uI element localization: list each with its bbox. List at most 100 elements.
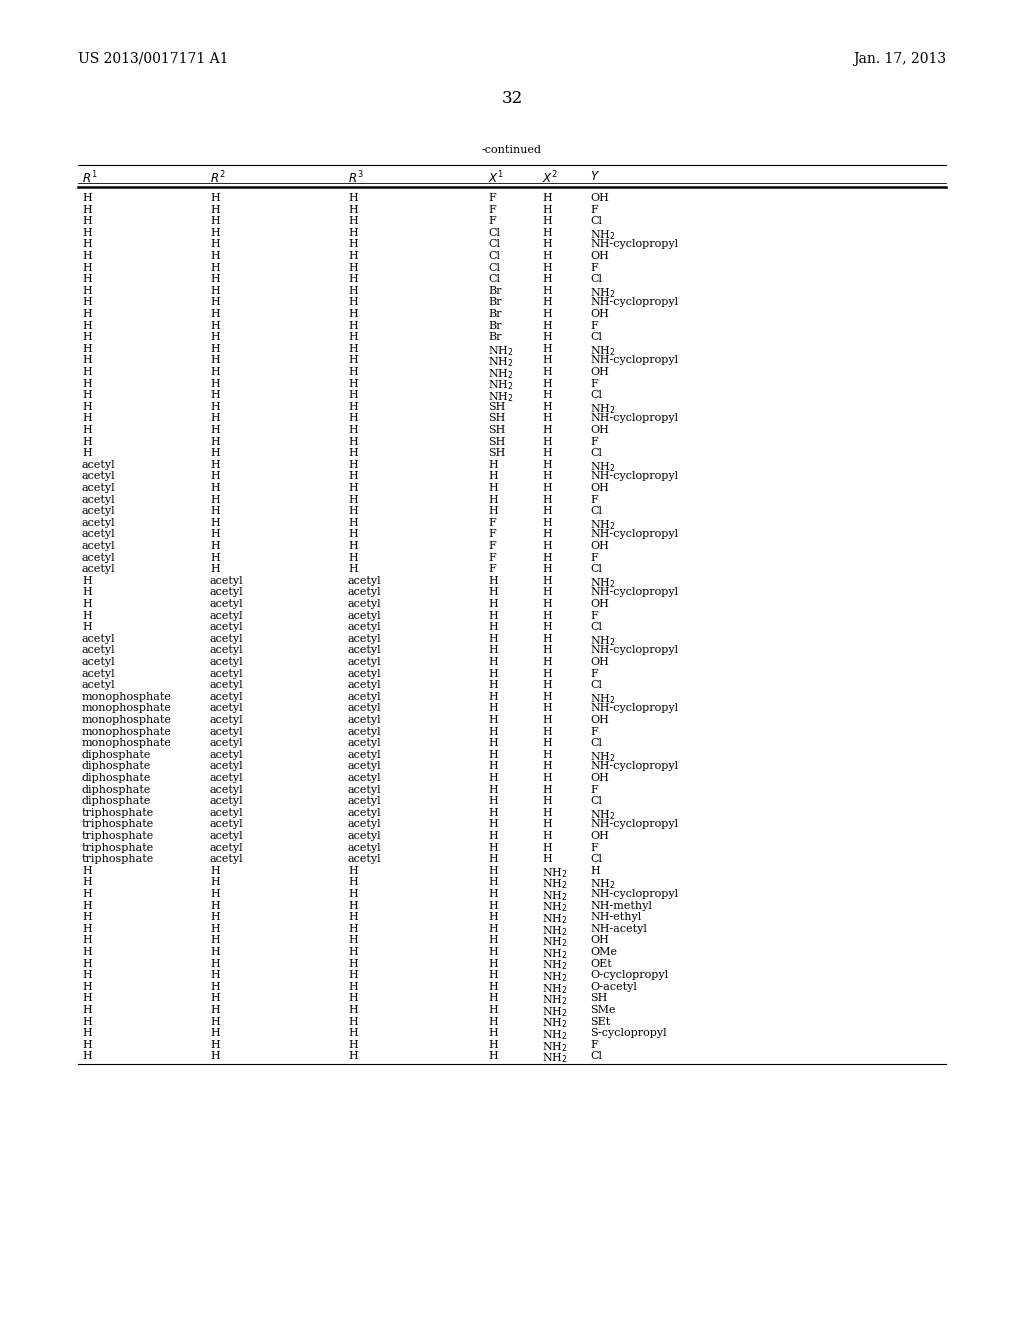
Text: H: H	[210, 1016, 220, 1027]
Text: H: H	[542, 459, 552, 470]
Text: H: H	[348, 401, 357, 412]
Text: H: H	[542, 449, 552, 458]
Text: H: H	[488, 1052, 498, 1061]
Text: H: H	[210, 982, 220, 991]
Text: OH: OH	[590, 936, 609, 945]
Text: H: H	[348, 529, 357, 540]
Text: acetyl: acetyl	[348, 634, 382, 644]
Text: NH$_2$: NH$_2$	[542, 1040, 567, 1053]
Text: O-cyclopropyl: O-cyclopropyl	[590, 970, 668, 981]
Text: OH: OH	[590, 541, 609, 550]
Text: H: H	[82, 924, 92, 933]
Text: OH: OH	[590, 193, 609, 203]
Text: acetyl: acetyl	[210, 832, 244, 841]
Text: OMe: OMe	[590, 946, 617, 957]
Text: $R^{1}$: $R^{1}$	[82, 170, 97, 186]
Text: H: H	[210, 553, 220, 562]
Text: diphosphate: diphosphate	[82, 796, 152, 807]
Text: H: H	[210, 529, 220, 540]
Text: H: H	[82, 1052, 92, 1061]
Text: H: H	[82, 379, 92, 388]
Text: acetyl: acetyl	[210, 576, 244, 586]
Text: acetyl: acetyl	[210, 599, 244, 609]
Text: H: H	[82, 228, 92, 238]
Text: OH: OH	[590, 483, 609, 492]
Text: NH$_2$: NH$_2$	[590, 228, 615, 242]
Text: H: H	[348, 379, 357, 388]
Text: H: H	[488, 774, 498, 783]
Text: H: H	[542, 634, 552, 644]
Text: monophosphate: monophosphate	[82, 715, 172, 725]
Text: H: H	[542, 657, 552, 667]
Text: H: H	[210, 216, 220, 226]
Text: H: H	[488, 587, 498, 598]
Text: H: H	[82, 193, 92, 203]
Text: H: H	[488, 808, 498, 818]
Text: H: H	[488, 982, 498, 991]
Text: NH$_2$: NH$_2$	[590, 286, 615, 300]
Text: H: H	[82, 286, 92, 296]
Text: H: H	[348, 495, 357, 504]
Text: NH$_2$: NH$_2$	[542, 878, 567, 891]
Text: H: H	[348, 193, 357, 203]
Text: monophosphate: monophosphate	[82, 692, 172, 702]
Text: acetyl: acetyl	[82, 553, 116, 562]
Text: acetyl: acetyl	[210, 704, 244, 713]
Text: NH-cyclopropyl: NH-cyclopropyl	[590, 471, 678, 482]
Text: acetyl: acetyl	[210, 645, 244, 656]
Text: H: H	[488, 495, 498, 504]
Text: Cl: Cl	[590, 796, 602, 807]
Text: Cl: Cl	[590, 854, 602, 865]
Text: NH-cyclopropyl: NH-cyclopropyl	[590, 239, 678, 249]
Text: H: H	[210, 193, 220, 203]
Text: acetyl: acetyl	[82, 483, 116, 492]
Text: H: H	[210, 924, 220, 933]
Text: NH$_2$: NH$_2$	[488, 379, 514, 392]
Text: H: H	[488, 576, 498, 586]
Text: H: H	[348, 425, 357, 436]
Text: H: H	[210, 900, 220, 911]
Text: H: H	[210, 297, 220, 308]
Text: NH-cyclopropyl: NH-cyclopropyl	[590, 297, 678, 308]
Text: NH-methyl: NH-methyl	[590, 900, 652, 911]
Text: H: H	[542, 297, 552, 308]
Text: triphosphate: triphosphate	[82, 820, 155, 829]
Text: OEt: OEt	[590, 958, 611, 969]
Text: $R^{3}$: $R^{3}$	[348, 170, 364, 186]
Text: NH-cyclopropyl: NH-cyclopropyl	[590, 762, 678, 771]
Text: acetyl: acetyl	[348, 657, 382, 667]
Text: H: H	[82, 888, 92, 899]
Text: F: F	[590, 1040, 598, 1049]
Text: NH-acetyl: NH-acetyl	[590, 924, 647, 933]
Text: acetyl: acetyl	[348, 854, 382, 865]
Text: NH-cyclopropyl: NH-cyclopropyl	[590, 645, 678, 656]
Text: H: H	[348, 251, 357, 261]
Text: H: H	[488, 878, 498, 887]
Text: OH: OH	[590, 309, 609, 319]
Text: $X^{2}$: $X^{2}$	[542, 170, 558, 186]
Text: H: H	[82, 425, 92, 436]
Text: H: H	[210, 321, 220, 330]
Text: OH: OH	[590, 599, 609, 609]
Text: acetyl: acetyl	[348, 622, 382, 632]
Text: acetyl: acetyl	[82, 471, 116, 482]
Text: -continued: -continued	[482, 145, 542, 154]
Text: acetyl: acetyl	[348, 820, 382, 829]
Text: OH: OH	[590, 367, 609, 378]
Text: H: H	[82, 413, 92, 424]
Text: NH$_2$: NH$_2$	[542, 958, 567, 973]
Text: F: F	[590, 495, 598, 504]
Text: H: H	[542, 471, 552, 482]
Text: H: H	[488, 924, 498, 933]
Text: acetyl: acetyl	[82, 529, 116, 540]
Text: NH$_2$: NH$_2$	[590, 401, 615, 416]
Text: H: H	[488, 958, 498, 969]
Text: H: H	[210, 449, 220, 458]
Text: H: H	[210, 495, 220, 504]
Text: acetyl: acetyl	[348, 645, 382, 656]
Text: H: H	[488, 692, 498, 702]
Text: H: H	[82, 912, 92, 923]
Text: H: H	[82, 936, 92, 945]
Text: F: F	[488, 193, 496, 203]
Text: H: H	[82, 958, 92, 969]
